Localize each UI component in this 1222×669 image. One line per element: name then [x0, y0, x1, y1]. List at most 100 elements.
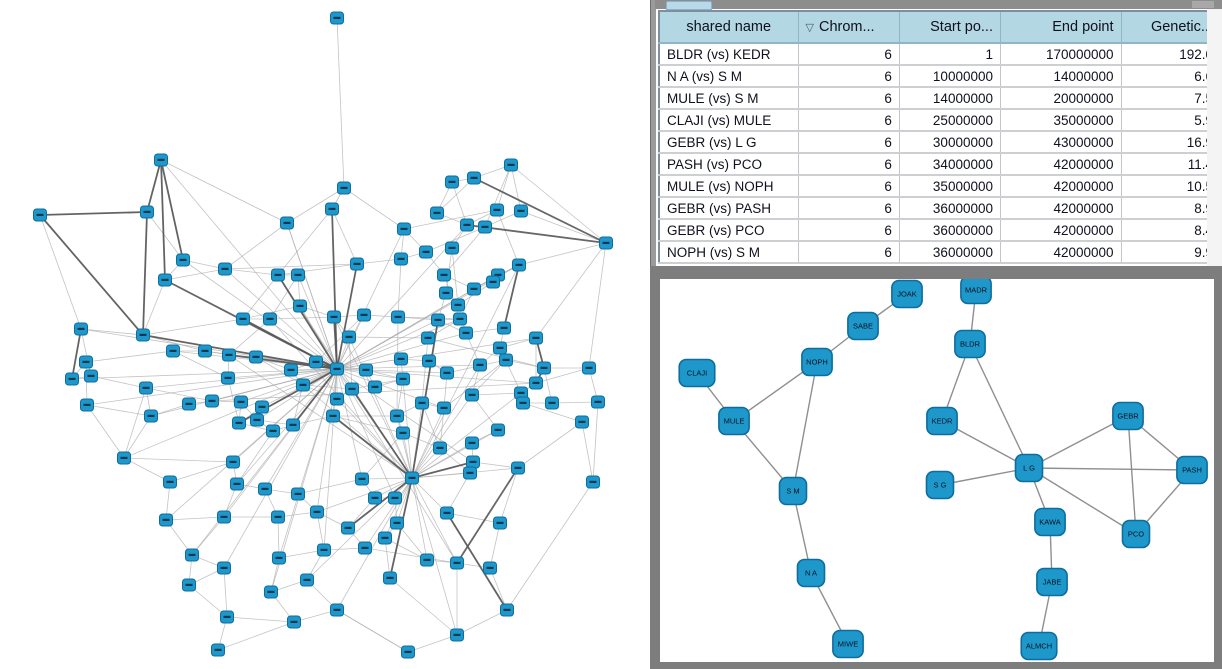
- table-row[interactable]: MULE (vs) NOPH 6 35000000 42000000 10.5: [658, 174, 1222, 198]
- network-node[interactable]: [317, 543, 331, 557]
- column-header-genetic---[interactable]: Genetic...: [1120, 10, 1222, 44]
- network-node[interactable]: [258, 482, 272, 496]
- network-node-bldr[interactable]: BLDR: [954, 329, 986, 359]
- network-node[interactable]: [478, 220, 492, 234]
- network-node[interactable]: [79, 355, 93, 369]
- network-node[interactable]: [599, 236, 613, 250]
- column-header-end-point[interactable]: End point: [1000, 10, 1122, 44]
- table-header[interactable]: shared name ▽ Chrom... Start po... End point…: [658, 10, 1222, 44]
- network-node[interactable]: [230, 477, 244, 491]
- network-node[interactable]: [396, 372, 410, 386]
- network-node[interactable]: [483, 561, 497, 575]
- network-node[interactable]: [159, 513, 173, 527]
- panel-splitter[interactable]: [650, 0, 656, 268]
- network-node[interactable]: [422, 354, 436, 368]
- table-cell[interactable]: 6: [797, 152, 900, 176]
- network-node[interactable]: [291, 268, 305, 282]
- large-network-canvas[interactable]: [0, 0, 650, 669]
- network-node[interactable]: [440, 506, 454, 520]
- network-node[interactable]: [309, 355, 323, 369]
- table-cell[interactable]: BLDR (vs) KEDR: [658, 42, 799, 66]
- network-node[interactable]: [388, 491, 402, 505]
- network-node[interactable]: [330, 603, 344, 617]
- network-node[interactable]: [330, 362, 344, 376]
- network-node[interactable]: [220, 610, 234, 624]
- network-node[interactable]: [394, 352, 408, 366]
- table-cell[interactable]: 42000000: [1000, 196, 1122, 220]
- network-node[interactable]: [284, 363, 298, 377]
- network-node[interactable]: [166, 344, 180, 358]
- network-node[interactable]: [450, 556, 464, 570]
- network-node[interactable]: [330, 392, 344, 406]
- table-cell[interactable]: 6.6: [1120, 64, 1222, 88]
- network-node[interactable]: [465, 388, 479, 402]
- network-node[interactable]: [296, 378, 310, 392]
- table-cell[interactable]: GEBR (vs) PASH: [658, 196, 799, 220]
- table-cell[interactable]: 7.5: [1120, 86, 1222, 110]
- network-node-madr[interactable]: MADR: [960, 279, 992, 305]
- network-node[interactable]: [140, 205, 154, 219]
- network-node[interactable]: [291, 487, 305, 501]
- network-node[interactable]: [357, 308, 371, 322]
- network-node[interactable]: [255, 400, 269, 414]
- table-cell[interactable]: 10000000: [898, 64, 1002, 88]
- network-node[interactable]: [465, 436, 479, 450]
- network-node[interactable]: [391, 310, 405, 324]
- edge-attribute-table[interactable]: shared name ▽ Chrom... Start po... End point…: [658, 10, 1222, 264]
- network-node[interactable]: [74, 322, 88, 336]
- table-cell[interactable]: 42000000: [1000, 218, 1122, 242]
- network-node[interactable]: [154, 153, 168, 167]
- table-cell[interactable]: 9.9: [1120, 240, 1222, 264]
- network-node[interactable]: [211, 643, 225, 657]
- network-node-kedr[interactable]: KEDR: [926, 406, 958, 436]
- network-node[interactable]: [300, 573, 314, 587]
- table-cell[interactable]: 42000000: [1000, 240, 1122, 264]
- network-node[interactable]: [325, 202, 339, 216]
- table-cell[interactable]: MULE (vs) S M: [658, 86, 799, 110]
- network-node[interactable]: [396, 426, 410, 440]
- network-node[interactable]: [405, 471, 419, 485]
- table-cell[interactable]: MULE (vs) NOPH: [658, 174, 799, 198]
- table-cell[interactable]: 36000000: [898, 218, 1002, 242]
- table-cell[interactable]: 11.4: [1120, 152, 1222, 176]
- network-node[interactable]: [445, 241, 459, 255]
- network-node[interactable]: [221, 371, 235, 385]
- network-node[interactable]: [250, 413, 264, 427]
- table-cell[interactable]: 6: [797, 108, 900, 132]
- small-network-panel[interactable]: JOAK MADR SABE NOPH BLDR CLAJI MULE KEDR GEBR L G…: [660, 279, 1214, 662]
- table-row[interactable]: CLAJI (vs) MULE 6 25000000 35000000 5.9: [658, 108, 1222, 132]
- network-node[interactable]: [529, 331, 543, 345]
- panel-tab[interactable]: [666, 1, 712, 10]
- table-cell[interactable]: 14000000: [898, 86, 1002, 110]
- network-node[interactable]: [205, 394, 219, 408]
- table-cell[interactable]: 170000000: [1000, 42, 1122, 66]
- network-node[interactable]: [287, 615, 301, 629]
- network-node[interactable]: [327, 310, 341, 324]
- network-node[interactable]: [467, 171, 481, 185]
- network-node[interactable]: [491, 423, 505, 437]
- network-node[interactable]: [182, 578, 196, 592]
- network-node[interactable]: [84, 369, 98, 383]
- network-node[interactable]: [271, 510, 285, 524]
- table-cell[interactable]: GEBR (vs) PCO: [658, 218, 799, 242]
- network-node[interactable]: [263, 312, 277, 326]
- network-node[interactable]: [440, 366, 454, 380]
- network-node[interactable]: [310, 505, 324, 519]
- network-node[interactable]: [217, 561, 231, 575]
- large-network-panel[interactable]: [0, 0, 650, 669]
- network-node[interactable]: [286, 418, 300, 432]
- network-node[interactable]: [529, 376, 543, 390]
- filter-icon[interactable]: ▽: [805, 22, 814, 34]
- table-cell[interactable]: 6: [797, 130, 900, 154]
- network-node[interactable]: [490, 203, 504, 217]
- network-node-pash[interactable]: PASH: [1176, 455, 1208, 485]
- network-node[interactable]: [486, 275, 500, 289]
- network-node[interactable]: [439, 286, 453, 300]
- table-cell[interactable]: 6: [797, 64, 900, 88]
- network-node-s-m[interactable]: S M: [778, 476, 808, 506]
- network-node-gebr[interactable]: GEBR: [1112, 401, 1144, 431]
- table-cell[interactable]: 35000000: [1000, 108, 1122, 132]
- network-node[interactable]: [330, 11, 344, 25]
- network-node-almch[interactable]: ALMCH: [1020, 631, 1058, 661]
- table-row[interactable]: MULE (vs) S M 6 14000000 20000000 7.5: [658, 86, 1222, 110]
